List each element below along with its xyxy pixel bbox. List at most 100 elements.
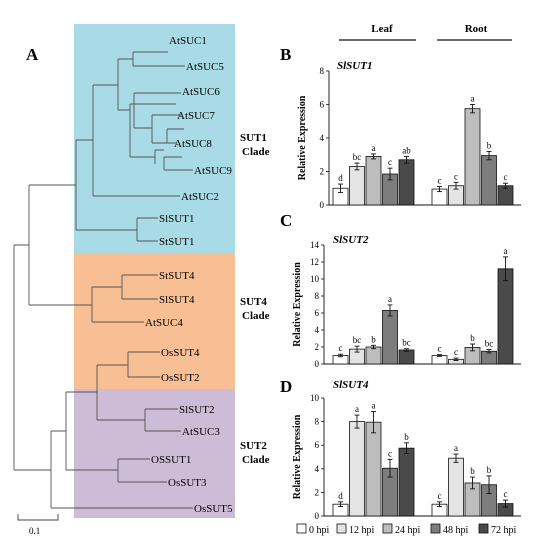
bar <box>365 346 382 365</box>
leaf-label: AtSUC2 <box>181 191 219 203</box>
bar-chart-slsut2: C SlSUT2 0 2 4 6 8 10 12 14 Relative Expression c… <box>280 211 521 369</box>
bar <box>398 447 415 517</box>
significance-letter: b <box>470 333 475 343</box>
y-axis-label: Relative Expression <box>292 262 303 347</box>
phylogenetic-tree-panel: A AtSUC1 AtSUC5 <box>13 24 270 536</box>
tree-leaf-labels: AtSUC1 AtSUC5 AtSUC6 AtSUC7 AtSUC8 AtSUC… <box>145 35 233 515</box>
legend-swatch <box>336 523 347 534</box>
group-label-root: Root <box>465 23 488 35</box>
legend-label: 24 hpi <box>395 525 421 536</box>
group-headers: Leaf Root <box>339 23 512 41</box>
significance-letter: d <box>338 173 343 183</box>
y-tick-label: 0 <box>315 511 320 521</box>
leaf-label: SlSUT2 <box>179 404 214 416</box>
significance-letter: c <box>504 489 508 499</box>
significance-letter: a <box>388 294 392 304</box>
leaf-label: AtSUC6 <box>182 86 220 98</box>
leaf-label: OsSUT3 <box>168 477 207 489</box>
y-tick-label: 2 <box>315 487 320 497</box>
significance-letter: a <box>504 246 508 256</box>
significance-letter: b <box>404 432 409 442</box>
y-axis-label: Relative Expression <box>297 95 308 180</box>
legend-swatch <box>478 523 489 534</box>
bar <box>349 421 365 517</box>
panel-label-c: C <box>280 211 292 230</box>
clade-label-sut2-suffix: Clade <box>242 454 270 466</box>
bar-chart-slsut4: D SlSUT4 0 2 4 6 8 10 Relative Expression d a a c b… <box>280 377 521 521</box>
y-tick-label: 0 <box>315 359 320 369</box>
significance-letter: c <box>504 172 508 182</box>
scale-bar-label: 0.1 <box>29 526 40 536</box>
significance-letter: c <box>454 171 458 181</box>
significance-letter: bc <box>485 339 494 349</box>
y-tick-label: 10 <box>310 393 320 403</box>
y-tick-label: 4 <box>315 325 320 335</box>
y-tick-label: 2 <box>320 167 325 177</box>
clade-label-sut4: SUT4 <box>240 296 267 308</box>
bar <box>398 349 415 365</box>
legend-label: 48 hpi <box>443 525 469 536</box>
leaf-label: OsSUT5 <box>194 503 233 515</box>
significance-letter: b <box>371 334 376 344</box>
legend-swatch <box>296 523 307 534</box>
group-label-leaf: Leaf <box>371 23 393 35</box>
y-tick-label: 10 <box>310 274 320 284</box>
significance-letter: c <box>438 491 442 501</box>
y-tick-label: 0 <box>320 200 325 210</box>
chart-title-slsut4: SlSUT4 <box>333 379 369 391</box>
leaf-label: AtSUC1 <box>169 35 207 47</box>
clade-band-sut4 <box>74 253 235 389</box>
significance-letter: c <box>388 157 392 167</box>
clade-labels: SUT1 Clade SUT4 Clade SUT2 Clade <box>240 132 270 466</box>
chart-title-slsut2: SlSUT2 <box>333 234 369 246</box>
legend-label: 12 hpi <box>349 525 375 536</box>
y-tick-label: 6 <box>315 308 320 318</box>
clade-label-sut1-suffix: Clade <box>242 146 270 158</box>
bar <box>365 156 382 206</box>
y-axis-label: Relative Expression <box>292 414 303 499</box>
leaf-label: SlSUT1 <box>159 213 194 225</box>
significance-letter: a <box>372 143 376 153</box>
bar <box>382 310 398 365</box>
bar <box>365 421 382 517</box>
y-tick-label: 6 <box>315 440 320 450</box>
significance-letter: bc <box>402 338 411 348</box>
y-tick-label: 4 <box>320 133 325 143</box>
panel-label-b: B <box>280 45 291 64</box>
bar <box>398 159 415 206</box>
leaf-label: OSSUT1 <box>151 454 191 466</box>
y-tick-label: 4 <box>315 464 320 474</box>
leaf-label: OsSUT2 <box>161 372 200 384</box>
panel-label-d: D <box>280 377 292 396</box>
y-tick-label: 8 <box>320 66 325 76</box>
leaf-label: AtSUC9 <box>194 165 232 177</box>
significance-letter: b <box>470 466 475 476</box>
clade-label-sut1: SUT1 <box>240 132 267 144</box>
leaf-label: SlSUT4 <box>159 294 195 306</box>
legend-swatch <box>382 523 393 534</box>
clade-band-sut1 <box>74 24 235 253</box>
significance-letter: d <box>338 491 343 501</box>
leaf-label: StSUT1 <box>159 236 194 248</box>
leaf-label: StSUT4 <box>159 270 195 282</box>
leaf-label: OsSUT4 <box>161 347 200 359</box>
significance-letter: bc <box>353 152 362 162</box>
significance-letter: c <box>388 448 392 458</box>
legend: 0 hpi 12 hpi 24 hpi 48 hpi 72 hpi <box>296 523 517 536</box>
bar <box>464 108 481 206</box>
significance-letter: c <box>438 344 442 354</box>
significance-letter: ab <box>402 145 411 155</box>
bar <box>481 155 497 206</box>
scale-bar: 0.1 <box>17 514 59 536</box>
significance-letter: a <box>372 401 376 411</box>
leaf-label: AtSUC8 <box>174 138 212 150</box>
panel-label-a: A <box>26 45 39 64</box>
legend-label: 72 hpi <box>491 525 517 536</box>
tree-branches <box>13 51 193 509</box>
significance-letter: a <box>471 94 475 104</box>
y-tick-label: 8 <box>315 291 320 301</box>
significance-letter: c <box>438 176 442 186</box>
significance-letter: bc <box>353 335 362 345</box>
bar <box>497 268 514 365</box>
